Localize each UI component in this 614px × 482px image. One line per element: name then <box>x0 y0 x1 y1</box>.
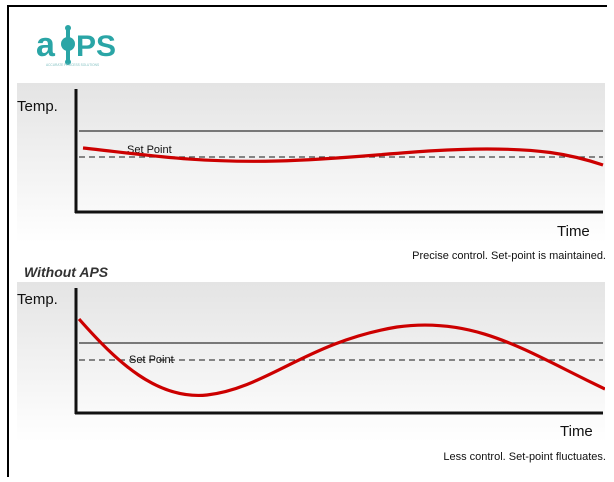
y-axis-label: Temp. <box>17 98 58 115</box>
caption-less-control: Less control. Set-point fluctuates. <box>443 451 606 463</box>
logo-letter-a: a <box>36 26 56 64</box>
logo-tagline: ACCURATE PROCESS SOLUTIONS <box>46 63 99 67</box>
panel-less-control: Temp. Set Point Time <box>17 282 605 442</box>
x-axis-label: Time <box>557 223 590 240</box>
temperature-curve <box>82 146 604 167</box>
setpoint-label: Set Point <box>129 354 174 366</box>
panel-background <box>17 282 605 442</box>
without-aps-heading: Without APS <box>24 264 109 280</box>
aps-logo: a PS ACCURATE PROCESS SOLUTIONS <box>36 25 116 67</box>
logo-stem-icon <box>66 26 70 62</box>
y-axis-label: Temp. <box>17 291 58 308</box>
panel-precise-control: Temp. Set Point Time <box>17 83 605 243</box>
caption-precise-control: Precise control. Set-point is maintained… <box>412 250 606 262</box>
logo-letters-ps: PS <box>76 30 116 63</box>
temperature-curve <box>77 317 605 398</box>
panel-background <box>17 83 605 243</box>
x-axis-label: Time <box>560 423 593 440</box>
